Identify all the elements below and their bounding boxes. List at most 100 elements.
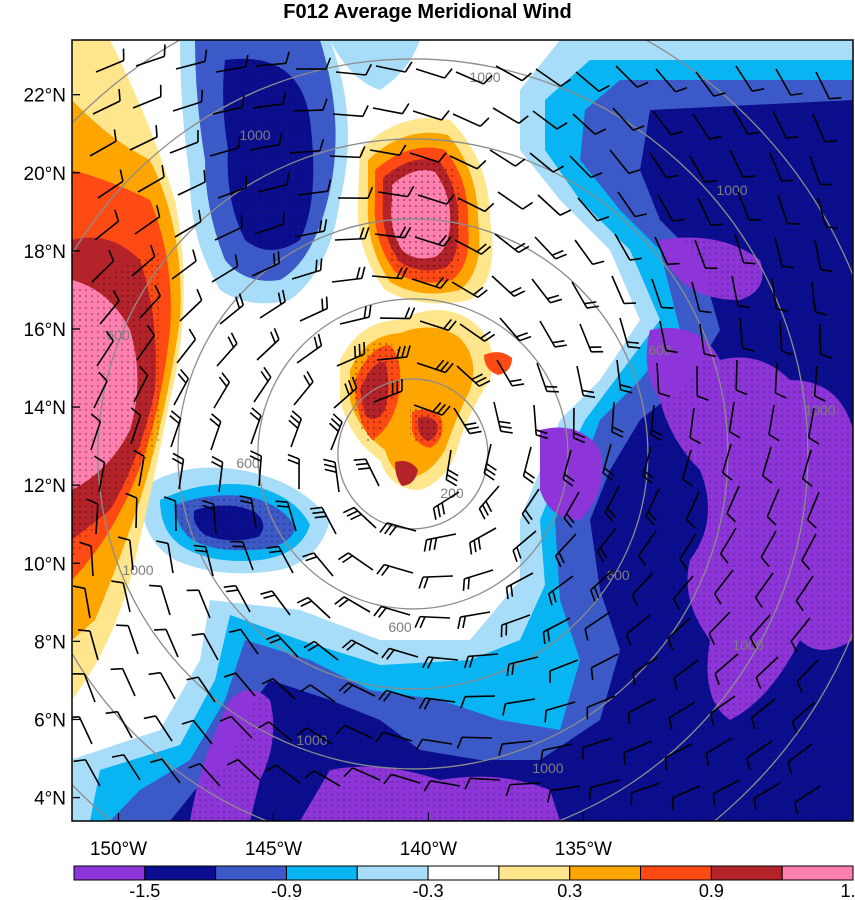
- wind-barb: [309, 506, 337, 535]
- wind-barb: [302, 552, 334, 577]
- wind-barb: [117, 536, 134, 571]
- wind-barb: [136, 325, 155, 361]
- lon-label: 140°W: [400, 839, 457, 860]
- wind-barb: [512, 530, 537, 562]
- wind-barb: [638, 530, 657, 566]
- wind-barb: [766, 488, 780, 526]
- wind-barb: [228, 628, 259, 655]
- wind-barb: [691, 281, 712, 314]
- wind-barb: [714, 653, 739, 686]
- wind-barb: [809, 155, 833, 186]
- wind-barb: [214, 215, 243, 241]
- wind-barb: [111, 753, 141, 781]
- colorbar-segment: [640, 865, 712, 881]
- wind-barb: [604, 485, 620, 523]
- wind-barb: [292, 98, 328, 112]
- wind-barb: [417, 194, 455, 205]
- wind-barb: [445, 449, 459, 487]
- map-title: F012 Average Meridional Wind: [283, 1, 572, 23]
- colorbar-segment: [427, 865, 500, 881]
- wind-barb: [418, 697, 456, 710]
- wind-barb: [253, 366, 272, 403]
- wind-barb: [193, 544, 214, 577]
- wind-barb: [535, 68, 572, 87]
- wind-barb: [495, 65, 532, 82]
- wind-barb: [261, 677, 296, 700]
- wind-barb: [379, 307, 416, 320]
- wind-barb: [642, 446, 655, 484]
- wind-barb: [735, 359, 748, 396]
- wind-barb: [156, 540, 174, 574]
- wind-barb: [373, 379, 403, 403]
- wind-barb: [498, 740, 533, 756]
- wind-barb: [696, 365, 709, 401]
- wind-barb: [645, 488, 660, 526]
- wind-barb: [602, 443, 615, 481]
- range-ring-label: 600: [236, 455, 260, 471]
- wind-barb: [378, 689, 416, 702]
- wind-barb: [452, 113, 490, 128]
- wind-barb: [549, 659, 579, 683]
- range-ring: [72, 58, 809, 821]
- wind-barb: [671, 785, 701, 810]
- wind-barb: [768, 404, 780, 442]
- wind-barb: [611, 401, 624, 438]
- wind-barb: [353, 458, 380, 487]
- plot-frame: [71, 39, 854, 822]
- wind-barb: [672, 575, 694, 610]
- wind-barb: [614, 233, 642, 261]
- wind-barb: [664, 743, 693, 770]
- wind-barb: [369, 144, 407, 156]
- wind-barb: [650, 404, 663, 442]
- wind-barb: [728, 401, 741, 439]
- range-ring: [177, 218, 649, 690]
- range-ring-label: 600: [648, 342, 672, 358]
- wind-barb: [731, 275, 750, 309]
- wind-barb: [616, 359, 633, 394]
- wind-barb: [451, 281, 488, 299]
- wind-barb: [814, 239, 833, 273]
- wind-barb: [171, 249, 197, 280]
- wind-barb: [732, 107, 760, 135]
- wind-barb: [175, 49, 208, 70]
- wind-barb: [539, 743, 573, 763]
- wind-barb: [532, 110, 568, 130]
- colorbar-segment: [144, 865, 217, 881]
- wind-barb: [375, 731, 413, 743]
- wind-barb: [500, 614, 531, 638]
- wind-barb: [174, 209, 202, 238]
- wind-barb: [494, 233, 530, 254]
- wind-barb: [215, 54, 249, 73]
- wind-barb: [129, 124, 158, 151]
- wind-barb: [411, 276, 449, 289]
- wind-barb: [188, 762, 221, 787]
- wind-barb: [131, 244, 156, 277]
- wind-barb: [414, 615, 451, 629]
- wind-barb: [266, 634, 299, 658]
- wind-barb: [502, 698, 536, 716]
- wind-barb: [338, 682, 376, 697]
- wind-barb: [697, 197, 723, 226]
- wind-barb: [655, 68, 688, 93]
- wind-barb: [581, 737, 613, 760]
- wind-barb: [265, 764, 301, 784]
- wind-barb: [93, 371, 108, 409]
- latitude-axis: 22°N 20°N 18°N 16°N 14°N 12°N 10°N 8°N 6°N 4°N: [24, 86, 80, 810]
- wind-barb: [212, 95, 245, 115]
- range-ring-label: 1000: [716, 182, 747, 198]
- wind-barb: [79, 541, 94, 577]
- wind-barb: [483, 443, 497, 481]
- colorbar-label: 0.3: [557, 881, 582, 900]
- colorbar-segment: [498, 865, 571, 881]
- wind-barb: [753, 782, 781, 811]
- wind-barb: [337, 552, 374, 571]
- wind-barb: [423, 780, 461, 792]
- wind-barb: [150, 758, 181, 784]
- wind-barb: [750, 698, 776, 730]
- wind-barb: [323, 458, 340, 493]
- wind-barb: [191, 632, 219, 661]
- wind-barb: [455, 71, 493, 85]
- wind-barb: [217, 175, 248, 199]
- wind-barb: [774, 236, 795, 269]
